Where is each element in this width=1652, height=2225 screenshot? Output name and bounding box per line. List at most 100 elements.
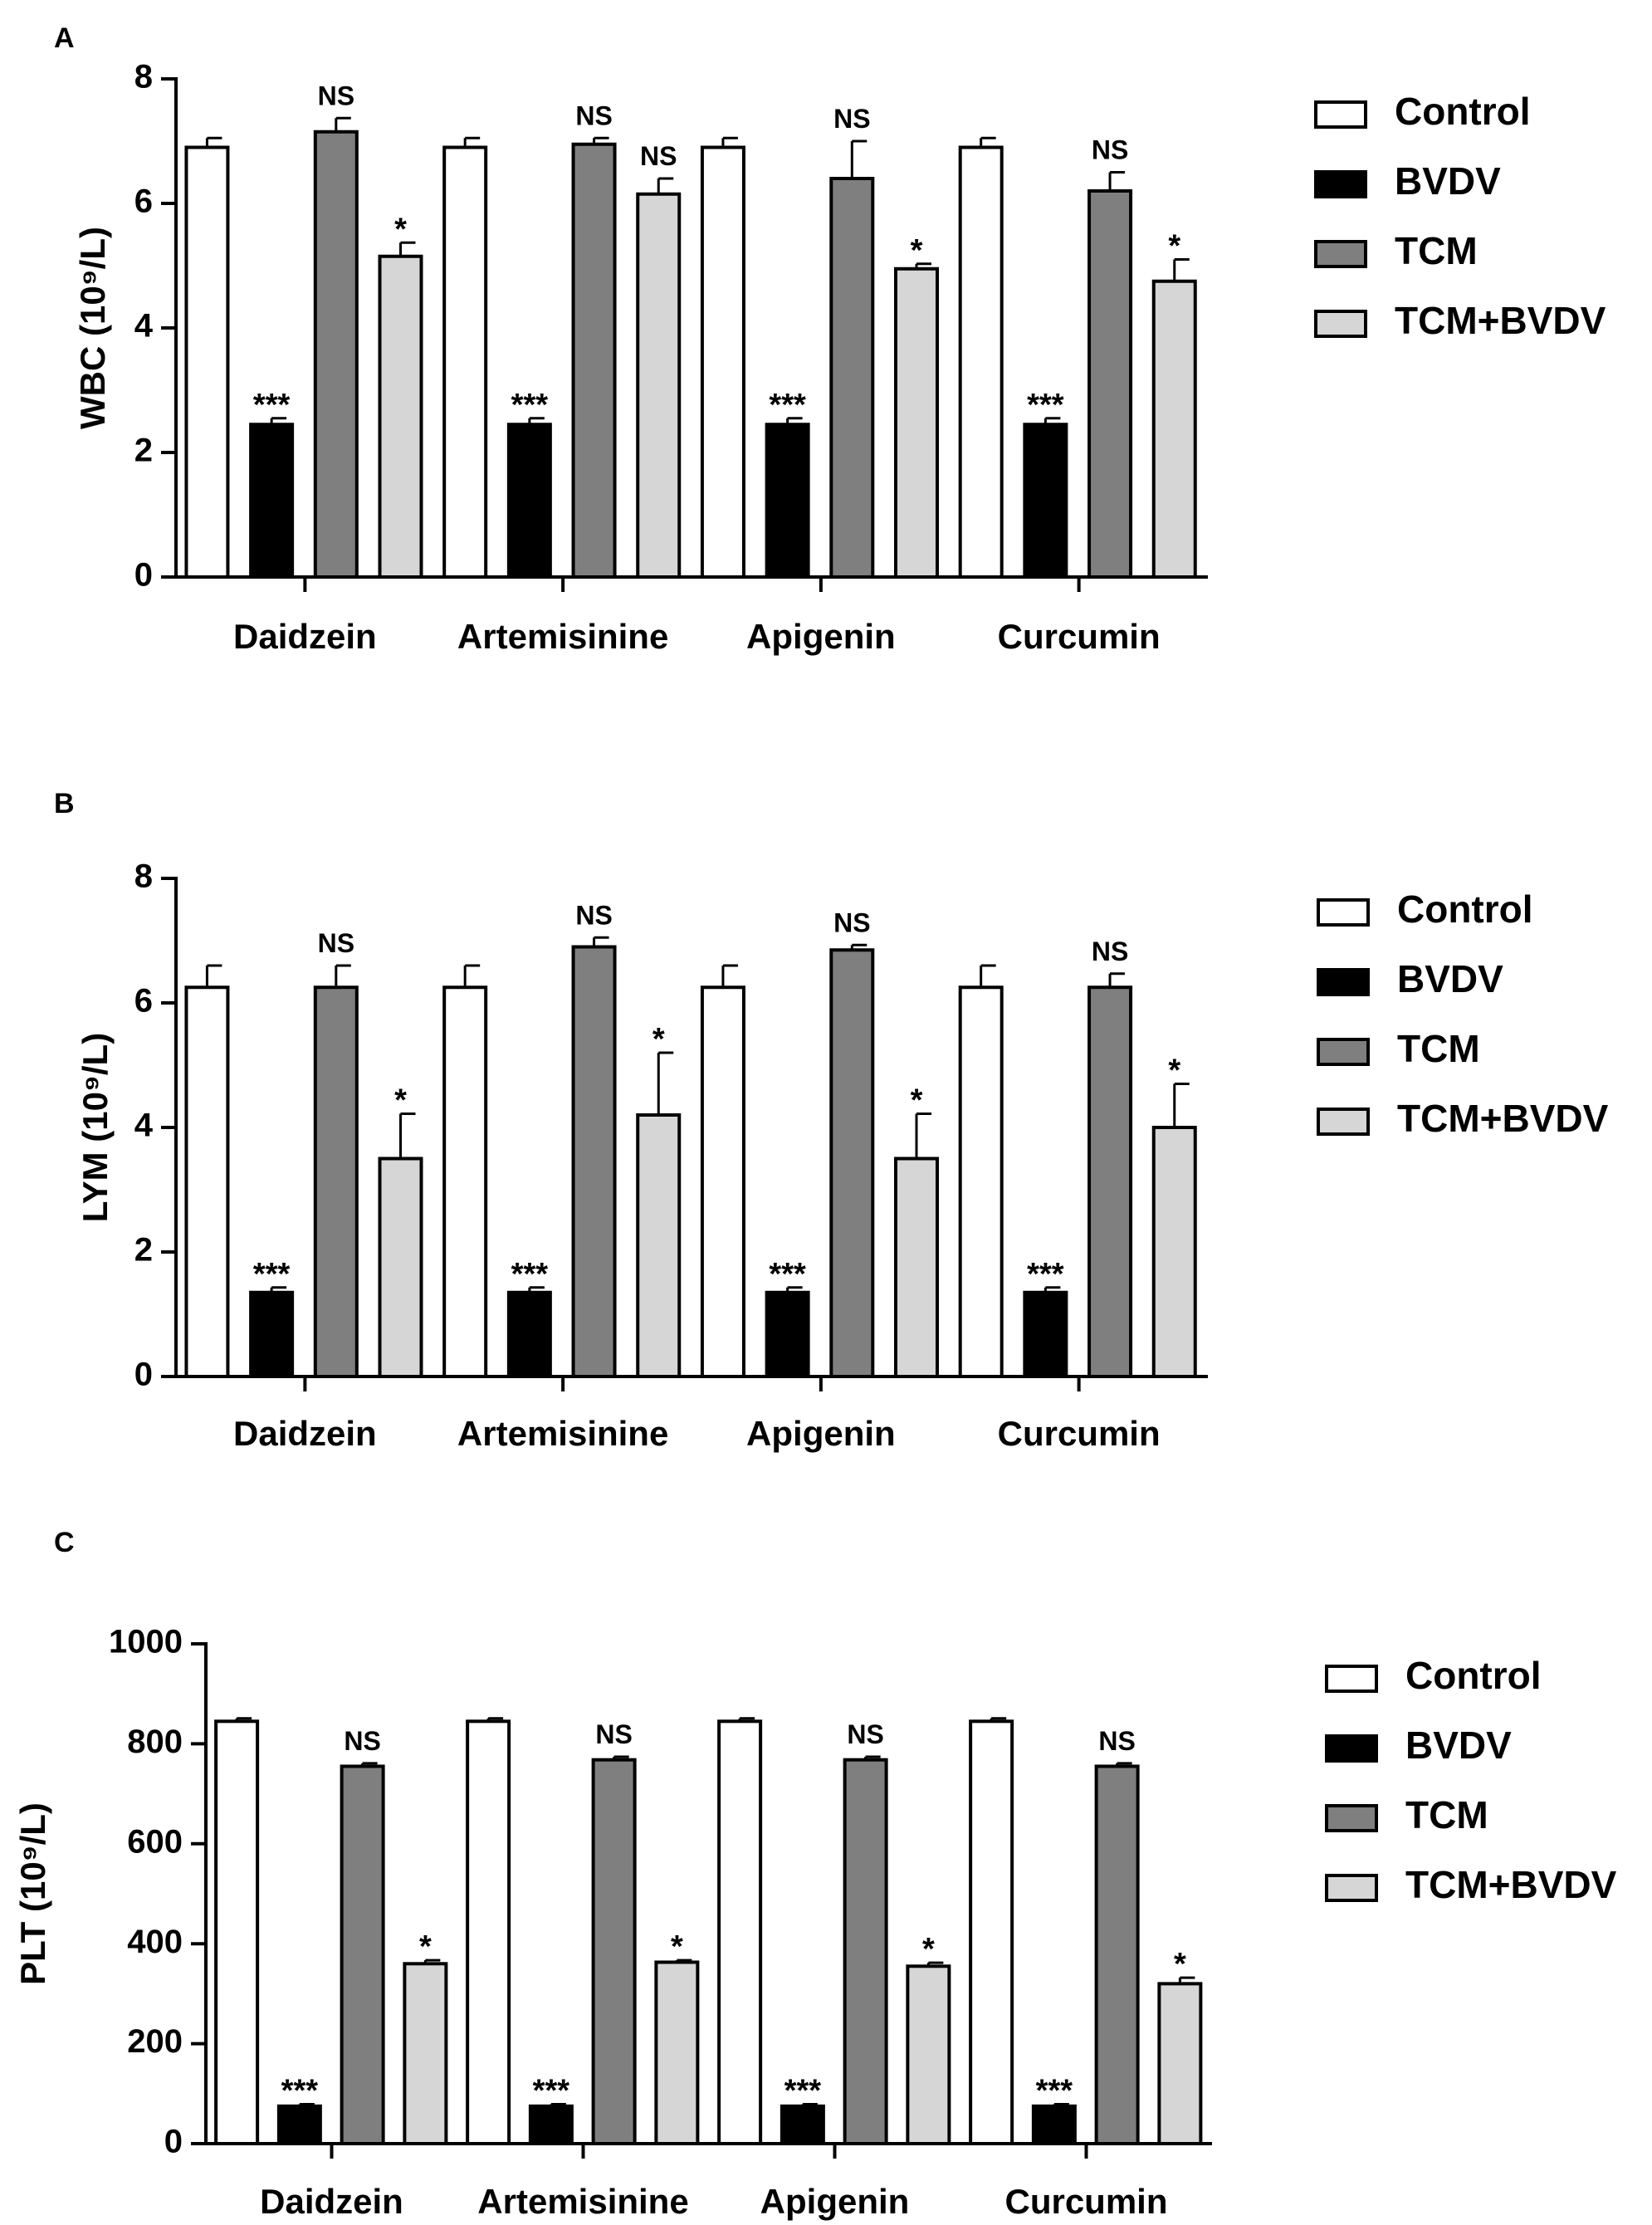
chart-panel-a: A WBC (10⁹/L) 0 2 4 6 8 Daidzein Artemisinine Api… [54, 22, 1606, 656]
y-tick-label: 400 [127, 1924, 183, 1960]
bar-bvdv [765, 423, 810, 579]
bar-control [958, 985, 1004, 1378]
x-tick-label: Curcumin [1004, 2182, 1167, 2221]
significance-label: NS [344, 1726, 380, 1756]
significance-label: * [394, 212, 407, 247]
bar-control [214, 1719, 260, 2146]
legend-label: Control [1397, 888, 1533, 931]
panel-label: A [54, 22, 75, 54]
legend-swatch [1317, 1038, 1370, 1066]
bar-control [700, 985, 745, 1378]
bar-tcm [843, 1758, 888, 2146]
x-tick-label: Curcumin [998, 617, 1161, 656]
x-tick-label: Curcumin [998, 1414, 1161, 1453]
bar-tcm [1087, 189, 1133, 579]
bar-tcm [340, 1764, 385, 2145]
legend-swatch [1314, 170, 1367, 198]
significance-label: *** [253, 1257, 291, 1292]
significance-label: NS [833, 104, 870, 134]
y-tick-label: 2 [134, 433, 153, 469]
bar-tcm-bvdv [636, 192, 682, 579]
x-tick-label: Artemisinine [457, 1414, 668, 1453]
bar-tcm-bvdv [403, 1962, 448, 2146]
y-tick-label: 8 [134, 858, 153, 895]
chart-panel-b: B LYM (10⁹/L) 0 2 4 6 8 Daidzein Artemisinine Api… [54, 788, 1609, 1453]
y-tick-label: 4 [134, 308, 154, 345]
significance-label: * [911, 1083, 923, 1118]
significance-label: *** [533, 2073, 570, 2108]
bar-tcm-bvdv [636, 1113, 682, 1378]
significance-label: NS [1098, 1726, 1135, 1756]
y-tick-label: 0 [134, 1357, 153, 1393]
bar-control [466, 1719, 511, 2146]
legend-label: BVDV [1405, 1724, 1512, 1767]
chart-panel-c: C PLT (10⁹/L) 0 200 400 600 800 1000 Daidzein Art… [13, 1527, 1617, 2221]
bar-bvdv [1031, 2104, 1077, 2146]
bar-tcm-bvdv [893, 267, 939, 579]
significance-label: *** [769, 388, 806, 423]
bar-tcm [571, 945, 617, 1378]
y-tick-label: 600 [127, 1823, 183, 1860]
bar-tcm [571, 142, 617, 579]
legend-swatch [1317, 1108, 1370, 1136]
bar-tcm [829, 948, 875, 1378]
significance-label: * [652, 1022, 665, 1057]
significance-label: * [1168, 229, 1180, 264]
legend-swatch [1325, 1734, 1378, 1763]
legend-swatch [1325, 1874, 1378, 1902]
bar-control [958, 145, 1004, 579]
bar-bvdv [1023, 423, 1068, 579]
significance-label: * [1168, 1054, 1180, 1088]
bar-control [184, 985, 230, 1378]
bar-tcm-bvdv [654, 1960, 700, 2146]
significance-label: * [394, 1083, 407, 1118]
panel-label: B [54, 788, 75, 819]
bar-control [969, 1719, 1014, 2146]
y-tick-label: 2 [134, 1232, 153, 1269]
significance-label: NS [833, 907, 870, 937]
legend-label: BVDV [1395, 159, 1501, 203]
y-tick-label: 4 [134, 1108, 154, 1144]
legend-label: TCM [1405, 1793, 1488, 1836]
significance-label: * [922, 1932, 935, 1967]
bar-bvdv [249, 423, 295, 579]
significance-label: NS [318, 81, 354, 110]
bar-control [700, 145, 745, 579]
y-tick-label: 0 [134, 557, 153, 594]
y-tick-label: 0 [164, 2124, 183, 2160]
y-tick-label: 1000 [109, 1624, 183, 1660]
legend-swatch [1317, 898, 1370, 927]
y-axis-label: LYM (10⁹/L) [76, 1033, 115, 1222]
legend-label: TCM+BVDV [1405, 1863, 1617, 1906]
significance-label: *** [769, 1257, 806, 1292]
bar-control [442, 985, 488, 1378]
bar-bvdv [1023, 1290, 1068, 1378]
x-tick-label: Artemisinine [457, 617, 668, 656]
significance-label: NS [575, 900, 612, 930]
x-tick-label: Apigenin [760, 2182, 910, 2221]
bar-bvdv [780, 2104, 825, 2146]
significance-label: * [1174, 1947, 1186, 1982]
bar-tcm [313, 130, 359, 579]
y-tick-label: 6 [134, 183, 153, 220]
y-tick-label: 200 [127, 2023, 183, 2060]
x-tick-label: Artemisinine [477, 2182, 688, 2221]
bar-tcm-bvdv [1157, 1982, 1203, 2146]
legend-label: TCM [1395, 229, 1478, 272]
significance-label: *** [1027, 1257, 1064, 1292]
bar-tcm-bvdv [1151, 279, 1197, 579]
bar-tcm-bvdv [893, 1157, 939, 1378]
significance-label: * [671, 1929, 683, 1964]
significance-label: * [911, 233, 923, 268]
legend-swatch [1325, 1804, 1378, 1832]
significance-label: NS [575, 100, 612, 130]
significance-label: NS [1092, 135, 1128, 165]
x-tick-label: Daidzein [233, 1414, 377, 1453]
bar-tcm [829, 177, 875, 579]
bar-tcm-bvdv [378, 254, 423, 579]
bar-bvdv [506, 423, 552, 579]
significance-label: *** [253, 388, 291, 423]
bar-bvdv [506, 1290, 552, 1378]
bar-tcm [591, 1758, 637, 2146]
